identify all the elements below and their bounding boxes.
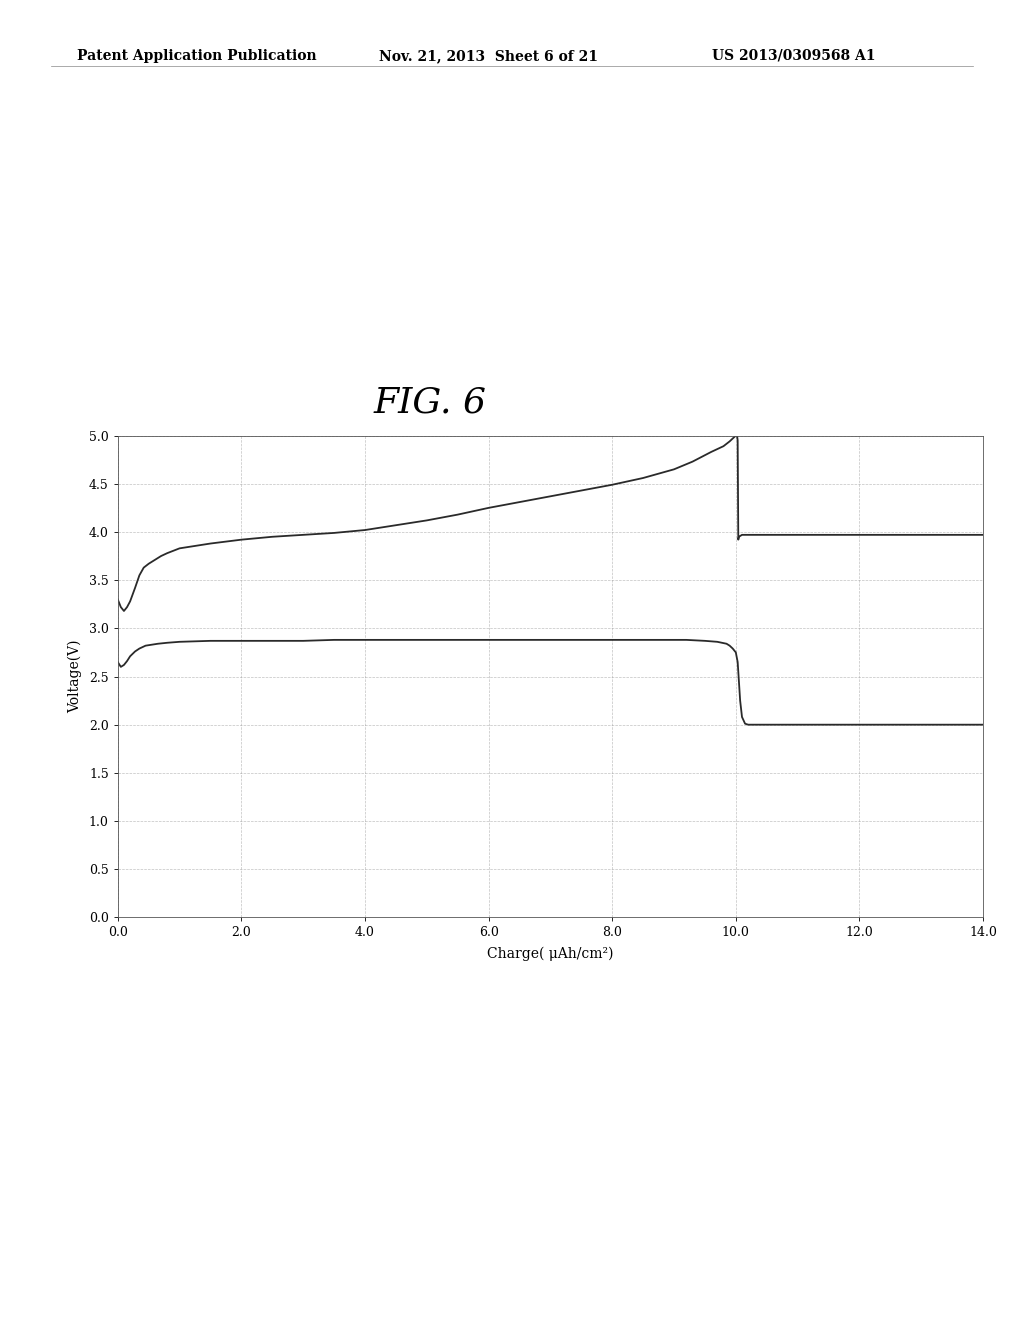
X-axis label: Charge( μAh/cm²): Charge( μAh/cm²): [487, 946, 613, 961]
Text: Patent Application Publication: Patent Application Publication: [77, 49, 316, 63]
Text: FIG. 6: FIG. 6: [374, 385, 486, 420]
Text: Nov. 21, 2013  Sheet 6 of 21: Nov. 21, 2013 Sheet 6 of 21: [379, 49, 598, 63]
Y-axis label: Voltage(V): Voltage(V): [68, 640, 82, 713]
Text: US 2013/0309568 A1: US 2013/0309568 A1: [712, 49, 876, 63]
